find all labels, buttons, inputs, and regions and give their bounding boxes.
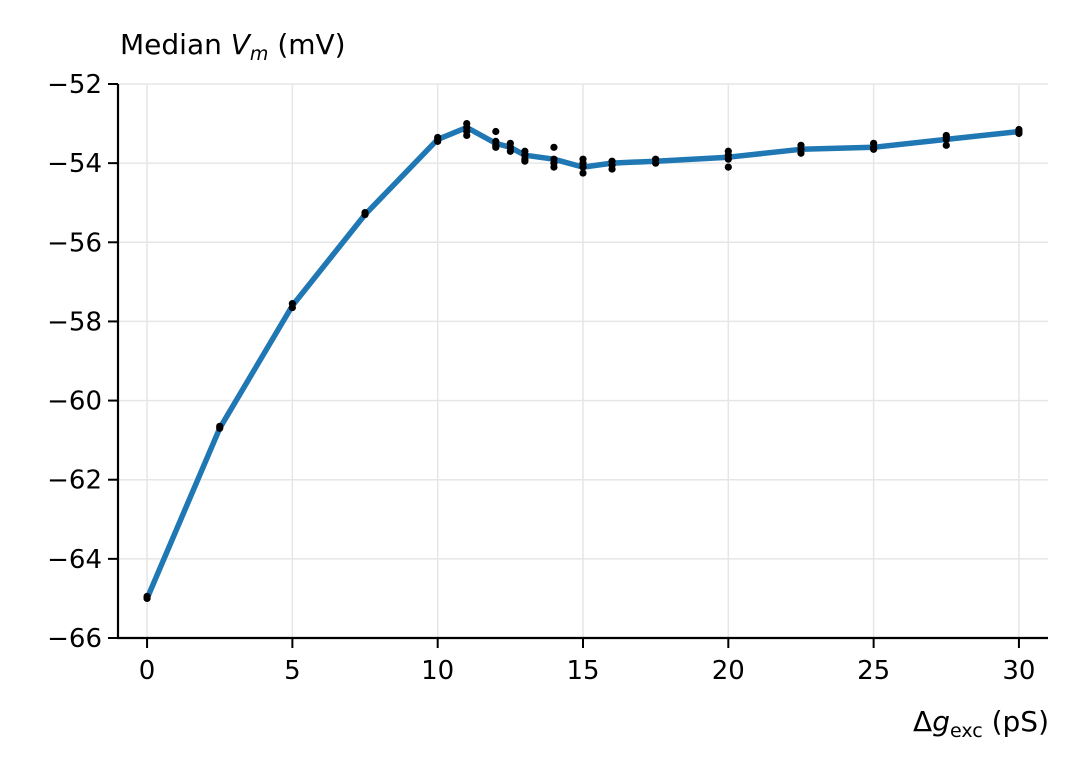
- data-point: [608, 165, 616, 173]
- y-tick-label: −62: [47, 466, 102, 496]
- data-point: [942, 135, 950, 143]
- data-point: [579, 169, 587, 177]
- series-line: [144, 124, 1020, 600]
- data-point: [942, 141, 950, 149]
- data-point: [288, 303, 296, 312]
- data-point: [506, 147, 514, 155]
- x-tick-label: 0: [139, 656, 156, 686]
- data-point: [1015, 129, 1023, 138]
- y-tick-label: −66: [47, 624, 102, 654]
- y-tick-label: −56: [47, 228, 102, 258]
- data-point: [492, 143, 500, 151]
- data-point: [434, 137, 442, 145]
- data-point: [724, 155, 732, 163]
- x-axis-label: Δgexc (pS): [913, 705, 1049, 742]
- data-point: [143, 594, 151, 603]
- data-point: [492, 127, 500, 136]
- data-point: [521, 157, 529, 165]
- x-tick-label: 25: [857, 656, 890, 686]
- y-tick-label: −54: [47, 149, 102, 179]
- data-point: [216, 424, 224, 432]
- data-point: [870, 145, 878, 153]
- data-point: [463, 131, 471, 140]
- data-point: [550, 143, 558, 151]
- data-point: [361, 210, 369, 219]
- data-point: [724, 163, 732, 171]
- series: [144, 124, 1020, 600]
- y-ticks: −66 −64 −62 −60 −58 −56 −54 −52: [47, 70, 118, 654]
- y-tick-label: −60: [47, 387, 102, 417]
- x-tick-label: 15: [566, 656, 599, 686]
- y-tick-label: −52: [47, 70, 102, 100]
- x-tick-label: 5: [284, 656, 301, 686]
- data-point: [797, 149, 805, 157]
- data-point: [652, 159, 660, 167]
- x-ticks: 0 5 10 15 20 25 30: [139, 638, 1035, 686]
- y-tick-label: −64: [47, 545, 102, 575]
- x-tick-label: 30: [1002, 656, 1035, 686]
- x-tick-label: 10: [421, 656, 454, 686]
- x-tick-label: 20: [712, 656, 745, 686]
- data-point: [579, 163, 587, 171]
- data-points: [143, 119, 1023, 603]
- y-axis-label: Median Vm (mV): [120, 28, 346, 65]
- data-point: [550, 163, 558, 171]
- y-tick-label: −58: [47, 307, 102, 337]
